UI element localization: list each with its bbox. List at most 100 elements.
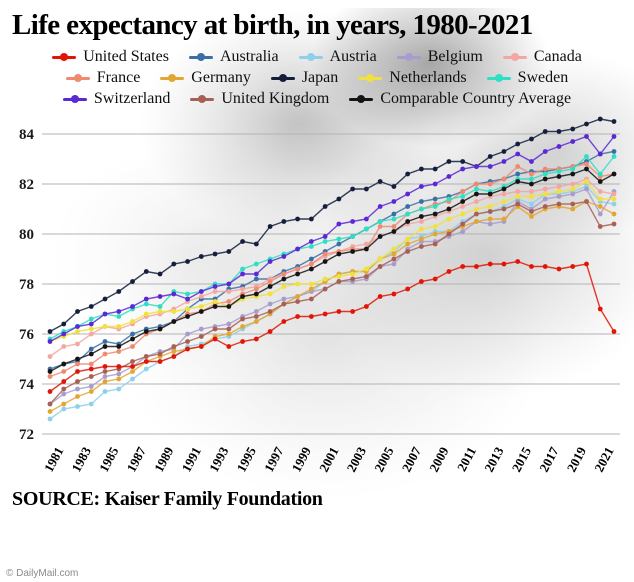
data-point [253,261,259,267]
data-point [281,296,287,302]
legend-item-united-states: United States [52,48,169,66]
series-line [49,200,615,405]
data-point [474,186,479,192]
data-point [542,171,548,177]
data-point [116,324,122,329]
data-point [597,306,603,312]
data-point [143,296,149,302]
data-point [198,309,204,314]
y-tick-label: 84 [19,127,35,143]
legend-item-belgium: Belgium [396,48,483,66]
x-tick-label: 2011 [454,444,479,473]
data-point [405,191,411,197]
data-point [570,139,576,144]
legend-marker-dot [494,74,503,82]
data-point [556,129,562,134]
legend-marker-dot [366,74,375,82]
data-point [281,301,287,307]
data-point [446,159,452,164]
legend-label: Germany [191,69,251,86]
x-axis-labels: 1981 1983 1985 1987 1989 1991 1993 1995 1997 1999… [41,444,617,474]
data-point [570,264,576,269]
data-point [308,281,314,287]
data-point [542,129,548,134]
data-point [157,326,163,332]
series-austria [47,184,617,422]
data-point [116,314,122,319]
legend-label: Netherlands [389,69,467,86]
data-point [570,191,576,197]
legend-label: United Kingdom [221,90,330,107]
data-point [432,204,438,209]
legend-row: France Germany Japan Netherlands Sweden [65,69,569,87]
data-point [584,199,589,204]
data-point [198,344,204,349]
data-point [487,191,493,197]
data-point [308,286,314,292]
data-point [515,189,521,194]
data-point [88,331,94,337]
data-point [336,274,342,279]
data-point [432,166,438,172]
data-point [487,204,493,209]
data-point [157,271,163,277]
data-point [556,174,562,179]
data-point [75,369,80,374]
data-point [405,241,411,247]
data-point [529,136,534,142]
data-point [267,279,273,284]
data-point [363,186,369,192]
legend-marker-dot [196,53,205,61]
data-point [47,409,53,414]
data-point [88,389,94,394]
data-point [253,314,259,319]
data-point [240,266,245,272]
legend-label: Sweden [517,69,569,86]
data-point [460,166,466,172]
data-point [88,316,94,322]
data-point [143,366,149,372]
data-point [460,194,466,199]
legend-marker-dot [278,74,287,82]
data-point [350,309,356,314]
data-point [391,261,397,267]
data-point [322,286,328,292]
x-tick-label: 1983 [68,444,94,474]
data-point [377,204,383,209]
data-point [171,349,177,354]
data-point [143,269,149,274]
source-credit: SOURCE: Kaiser Family Foundation [12,488,323,510]
legend-marker-icon [486,74,511,83]
data-point [570,126,576,132]
data-point [253,336,259,342]
data-point [515,164,521,169]
data-point [419,226,424,232]
data-point [391,211,397,217]
data-point [460,211,466,217]
data-point [446,269,452,274]
data-point [419,206,424,212]
data-point [542,176,548,182]
data-point [405,249,411,254]
data-point [130,331,135,337]
legend-row: Switzerland United Kingdom Comparable Coun… [62,90,571,108]
data-point [61,331,67,337]
data-point [336,241,342,247]
data-point [130,369,135,374]
data-point [308,296,314,302]
data-point [611,154,617,159]
data-point [185,314,190,319]
data-point [432,241,438,247]
data-point [88,374,94,379]
series-united-kingdom [47,199,617,407]
data-point [130,319,135,324]
data-point [474,199,479,204]
data-point [198,294,204,299]
data-point [363,274,369,279]
data-point [432,181,438,187]
legend-marker-dot [510,53,519,61]
data-point [501,216,507,222]
y-axis-labels: 72 74 76 78 80 82 84 [19,127,35,443]
data-point [47,369,53,374]
